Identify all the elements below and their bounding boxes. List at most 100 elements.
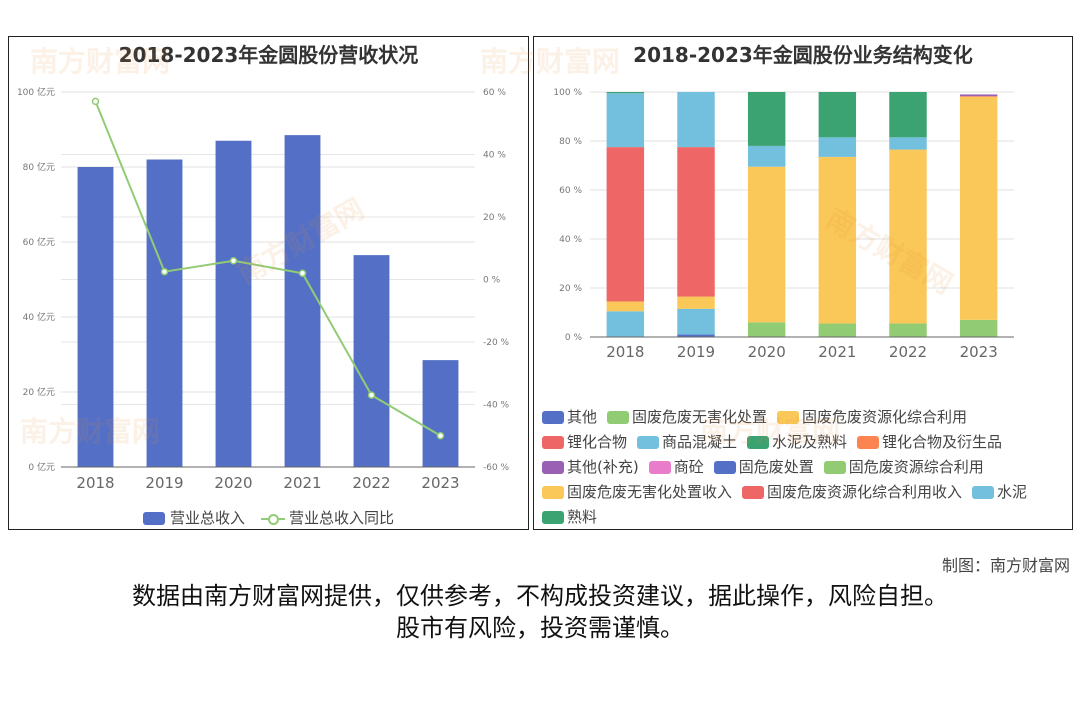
legend-swatch — [742, 486, 765, 499]
legend-swatch — [542, 411, 564, 424]
legend-label: 固废危废资源化综合利用 — [802, 408, 968, 426]
yoy-growth-point — [229, 257, 238, 265]
legend-item[interactable]: 固废危废资源化综合利用收入 — [742, 480, 962, 505]
legend-item[interactable]: 固危废处置 — [713, 455, 814, 480]
legend-item[interactable]: 营业总收入 — [142, 507, 245, 528]
stack-segment — [818, 323, 857, 337]
y-right-tick-label: 0 % — [483, 276, 501, 286]
legend-label: 固废危废无害化处置 — [632, 408, 768, 426]
legend-item[interactable]: 锂化合物及衍生品 — [857, 430, 1002, 455]
legend-item[interactable]: 固废危废资源化综合利用 — [777, 405, 967, 430]
legend-item[interactable]: 水泥 — [972, 480, 1027, 505]
legend-swatch — [542, 461, 564, 474]
y-right-tick-label: -40 % — [483, 401, 510, 411]
legend-swatch — [142, 512, 165, 525]
stack-segment — [818, 92, 857, 138]
y-tick-label: 80 % — [559, 137, 582, 147]
legend-item[interactable]: 固危废资源综合利用 — [823, 455, 984, 480]
revenue-bar — [77, 167, 114, 467]
revenue-bar — [146, 159, 183, 467]
legend-label: 其他(补充) — [567, 458, 639, 476]
legend-swatch — [261, 512, 285, 526]
legend-swatch — [542, 486, 564, 499]
x-tick-label: 2020 — [214, 474, 252, 492]
chart-credit: 制图：南方财富网 — [941, 556, 1070, 575]
legend-item[interactable]: 熟料 — [542, 505, 597, 530]
stack-segment — [818, 137, 857, 157]
legend-item[interactable]: 其他 — [542, 405, 597, 430]
y-right-tick-label: 60 % — [483, 88, 506, 98]
legend-item[interactable]: 固废危废无害化处置 — [607, 405, 767, 430]
disclaimer: 数据由南方财富网提供，仅供参考，不构成投资建议，据此操作，风险自担。 股市有风险… — [0, 580, 1080, 644]
stack-segment — [959, 319, 998, 337]
legend-swatch — [542, 511, 564, 524]
x-tick-label: 2018 — [606, 343, 644, 361]
legend-swatch — [823, 461, 846, 474]
disclaimer-line-1: 数据由南方财富网提供，仅供参考，不构成投资建议，据此操作，风险自担。 — [132, 582, 948, 610]
y-left-tick-label: 20 亿元 — [23, 386, 55, 398]
x-tick-label: 2019 — [677, 343, 715, 361]
stack-segment — [889, 92, 927, 138]
x-tick-label: 2023 — [960, 343, 998, 361]
y-left-tick-label: 60 亿元 — [23, 236, 55, 248]
revenue-bar — [353, 255, 390, 467]
business-structure-panel: 2018-2023年金圆股份业务结构变化 0 % 20 % 40 % 60 % 80 %… — [533, 36, 1073, 530]
stack-segment — [606, 92, 645, 94]
legend-label: 营业总收入 — [169, 509, 245, 527]
legend-swatch — [637, 436, 660, 449]
revenue-bar — [284, 135, 321, 467]
y-right-tick-label: -60 % — [483, 463, 510, 473]
stack-segment — [606, 301, 645, 312]
revenue-chart: 0 亿元 20 亿元 40 亿元 60 亿元 80 亿元 100 亿元 -60 % -40 %… — [17, 86, 510, 492]
y-tick-label: 20 % — [559, 284, 582, 294]
legend-label: 水泥 — [997, 483, 1028, 501]
yoy-growth-line — [94, 100, 442, 437]
x-tick-label: 2020 — [748, 343, 786, 361]
stack-segment — [747, 166, 786, 323]
legend-swatch — [857, 436, 880, 449]
legend-label: 商砼 — [673, 458, 704, 476]
x-tick-label: 2022 — [889, 343, 927, 361]
yoy-growth-point — [367, 391, 376, 399]
legend-item[interactable]: 锂化合物 — [542, 430, 627, 455]
stack-segment — [677, 308, 715, 335]
legend-swatch — [542, 436, 564, 449]
stack-segment — [606, 147, 645, 302]
structure-chart: 0 % 20 % 40 % 60 % 80 % 100 % 2018 2019 2020 2021… — [553, 88, 1014, 361]
y-tick-label: 60 % — [559, 186, 582, 196]
legend-item[interactable]: 商品混凝土 — [637, 430, 737, 455]
x-tick-label: 2023 — [421, 474, 459, 492]
legend-swatch — [972, 486, 995, 499]
legend-label: 熟料 — [567, 508, 598, 526]
stack-segment — [677, 147, 715, 297]
stack-segment — [677, 296, 715, 309]
stack-segment — [606, 93, 645, 148]
stack-segment — [889, 323, 927, 337]
legend-swatch — [747, 436, 770, 449]
legend-item[interactable]: 固废危废无害化处置收入 — [542, 480, 732, 505]
stack-segment — [677, 92, 715, 148]
stack-segment — [959, 96, 998, 97]
yoy-growth-point — [436, 432, 445, 440]
x-tick-label: 2019 — [145, 474, 183, 492]
stack-segment — [747, 322, 786, 337]
y-left-tick-label: 40 亿元 — [23, 311, 55, 323]
y-tick-label: 0 % — [565, 333, 583, 343]
yoy-growth-point — [160, 267, 169, 276]
revenue-chart-panel: 2018-2023年金圆股份营收状况 0 亿元 20 亿元 40 亿元 60 亿元 80… — [8, 36, 529, 530]
legend-label: 锂化合物 — [567, 433, 628, 451]
legend-item[interactable]: 商砼 — [648, 455, 704, 480]
legend-item[interactable]: 其他(补充) — [542, 455, 639, 480]
yoy-growth-point — [91, 97, 100, 106]
stack-segment — [606, 311, 645, 337]
legend-item[interactable]: 水泥及熟料 — [747, 430, 847, 455]
legend-swatch — [607, 411, 630, 424]
legend-label: 锂化合物及衍生品 — [882, 433, 1003, 451]
legend-label: 商品混凝土 — [662, 433, 738, 451]
x-tick-label: 2018 — [76, 474, 114, 492]
legend-item[interactable]: 营业总收入同比 — [261, 507, 394, 528]
y-tick-label: 100 % — [553, 88, 582, 98]
y-left-tick-label: 100 亿元 — [17, 86, 55, 98]
legend-label: 固危废资源综合利用 — [848, 458, 984, 476]
stack-segment — [747, 92, 786, 146]
